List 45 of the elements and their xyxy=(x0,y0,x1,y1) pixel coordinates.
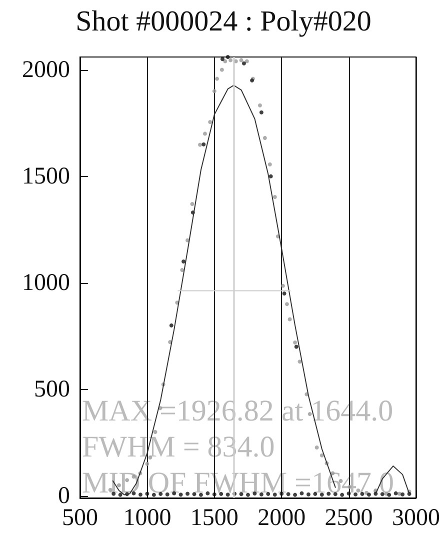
point xyxy=(272,194,277,199)
point xyxy=(169,323,174,328)
point xyxy=(214,76,219,81)
y-tick-label: 500 xyxy=(34,376,70,402)
point xyxy=(212,89,216,94)
point xyxy=(259,110,264,114)
point xyxy=(220,57,224,62)
point xyxy=(198,142,202,147)
point xyxy=(400,492,405,496)
y-tick-label: 1000 xyxy=(22,270,70,296)
point xyxy=(208,120,212,124)
point xyxy=(226,55,230,59)
point xyxy=(320,453,324,458)
point xyxy=(258,103,262,108)
point xyxy=(228,58,233,62)
point xyxy=(202,142,206,146)
point xyxy=(180,268,184,272)
x-tick-label: 1000 xyxy=(123,505,172,531)
point xyxy=(268,162,272,166)
point xyxy=(394,491,398,496)
point xyxy=(181,260,186,264)
point xyxy=(262,136,267,140)
y-tick-label: 2000 xyxy=(22,56,70,83)
point xyxy=(239,58,244,62)
point xyxy=(244,59,249,64)
point xyxy=(294,344,298,349)
point xyxy=(190,202,194,206)
y-tick-label: 1500 xyxy=(22,163,70,190)
point xyxy=(220,68,224,72)
point xyxy=(280,284,285,288)
point xyxy=(282,291,286,296)
point xyxy=(284,302,289,306)
point xyxy=(298,360,302,364)
point xyxy=(242,61,246,66)
x-tick-label: 3000 xyxy=(392,505,440,531)
chart-title: Shot #000024 : Poly#020 xyxy=(76,6,372,38)
x-tick-label: 2000 xyxy=(258,505,306,531)
point xyxy=(268,174,273,178)
point xyxy=(314,446,319,450)
x-tick-label: 1500 xyxy=(190,505,238,531)
point xyxy=(223,59,228,64)
point xyxy=(288,317,292,322)
point xyxy=(202,132,207,136)
x-tick-label: 2500 xyxy=(324,505,373,531)
point xyxy=(293,340,298,344)
